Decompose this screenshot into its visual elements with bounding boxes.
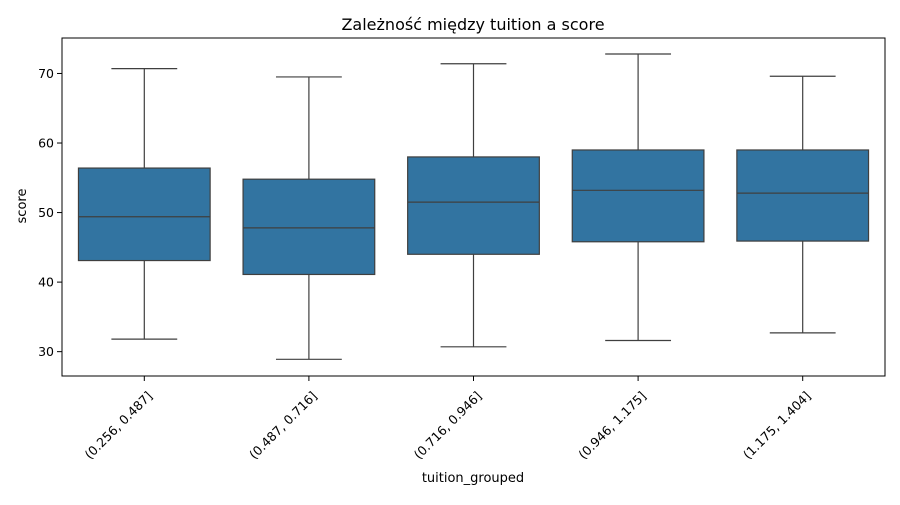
- plot-layer: 30 40 50 60 70 (0.256, 0.487] (0.487, 0.716] (0…: [38, 53, 870, 462]
- box-iqr: [736, 149, 870, 242]
- box-group: [407, 63, 540, 348]
- y-tick-label: 40: [38, 275, 54, 290]
- x-tick-label: (0.716, 0.946]: [411, 388, 485, 462]
- x-tick-label: (0.256, 0.487]: [81, 388, 155, 462]
- x-tick-label: (0.487, 0.716]: [246, 388, 320, 462]
- box-iqr: [242, 178, 376, 276]
- box-group: [242, 76, 376, 360]
- box-iqr: [407, 156, 540, 255]
- plot-frame: [61, 37, 886, 377]
- chart-title: Zależność między tuition a score: [341, 15, 604, 34]
- x-tick-label: (0.946, 1.175]: [575, 388, 649, 462]
- box-iqr: [77, 167, 211, 262]
- box-iqr: [571, 149, 705, 243]
- box-group: [736, 75, 870, 334]
- x-tick-label: (1.175, 1.404]: [740, 388, 814, 462]
- box-group: [571, 53, 705, 342]
- x-axis-label: tuition_grouped: [422, 471, 524, 486]
- box-group: [77, 68, 211, 340]
- y-tick-label: 70: [38, 66, 54, 81]
- y-axis-label: score: [15, 189, 30, 224]
- y-tick-label: 60: [38, 136, 54, 151]
- y-tick-label: 30: [38, 344, 54, 359]
- y-tick-label: 50: [38, 205, 54, 220]
